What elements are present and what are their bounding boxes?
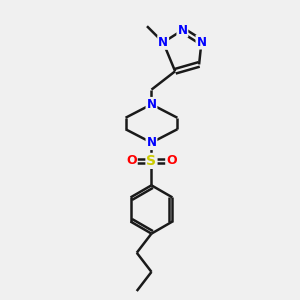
Text: N: N	[146, 136, 157, 149]
Text: N: N	[158, 36, 168, 49]
Text: N: N	[196, 36, 206, 49]
Text: O: O	[126, 154, 137, 167]
Text: S: S	[146, 154, 157, 168]
Text: N: N	[177, 24, 188, 37]
Text: N: N	[146, 98, 157, 111]
Text: O: O	[166, 154, 177, 167]
